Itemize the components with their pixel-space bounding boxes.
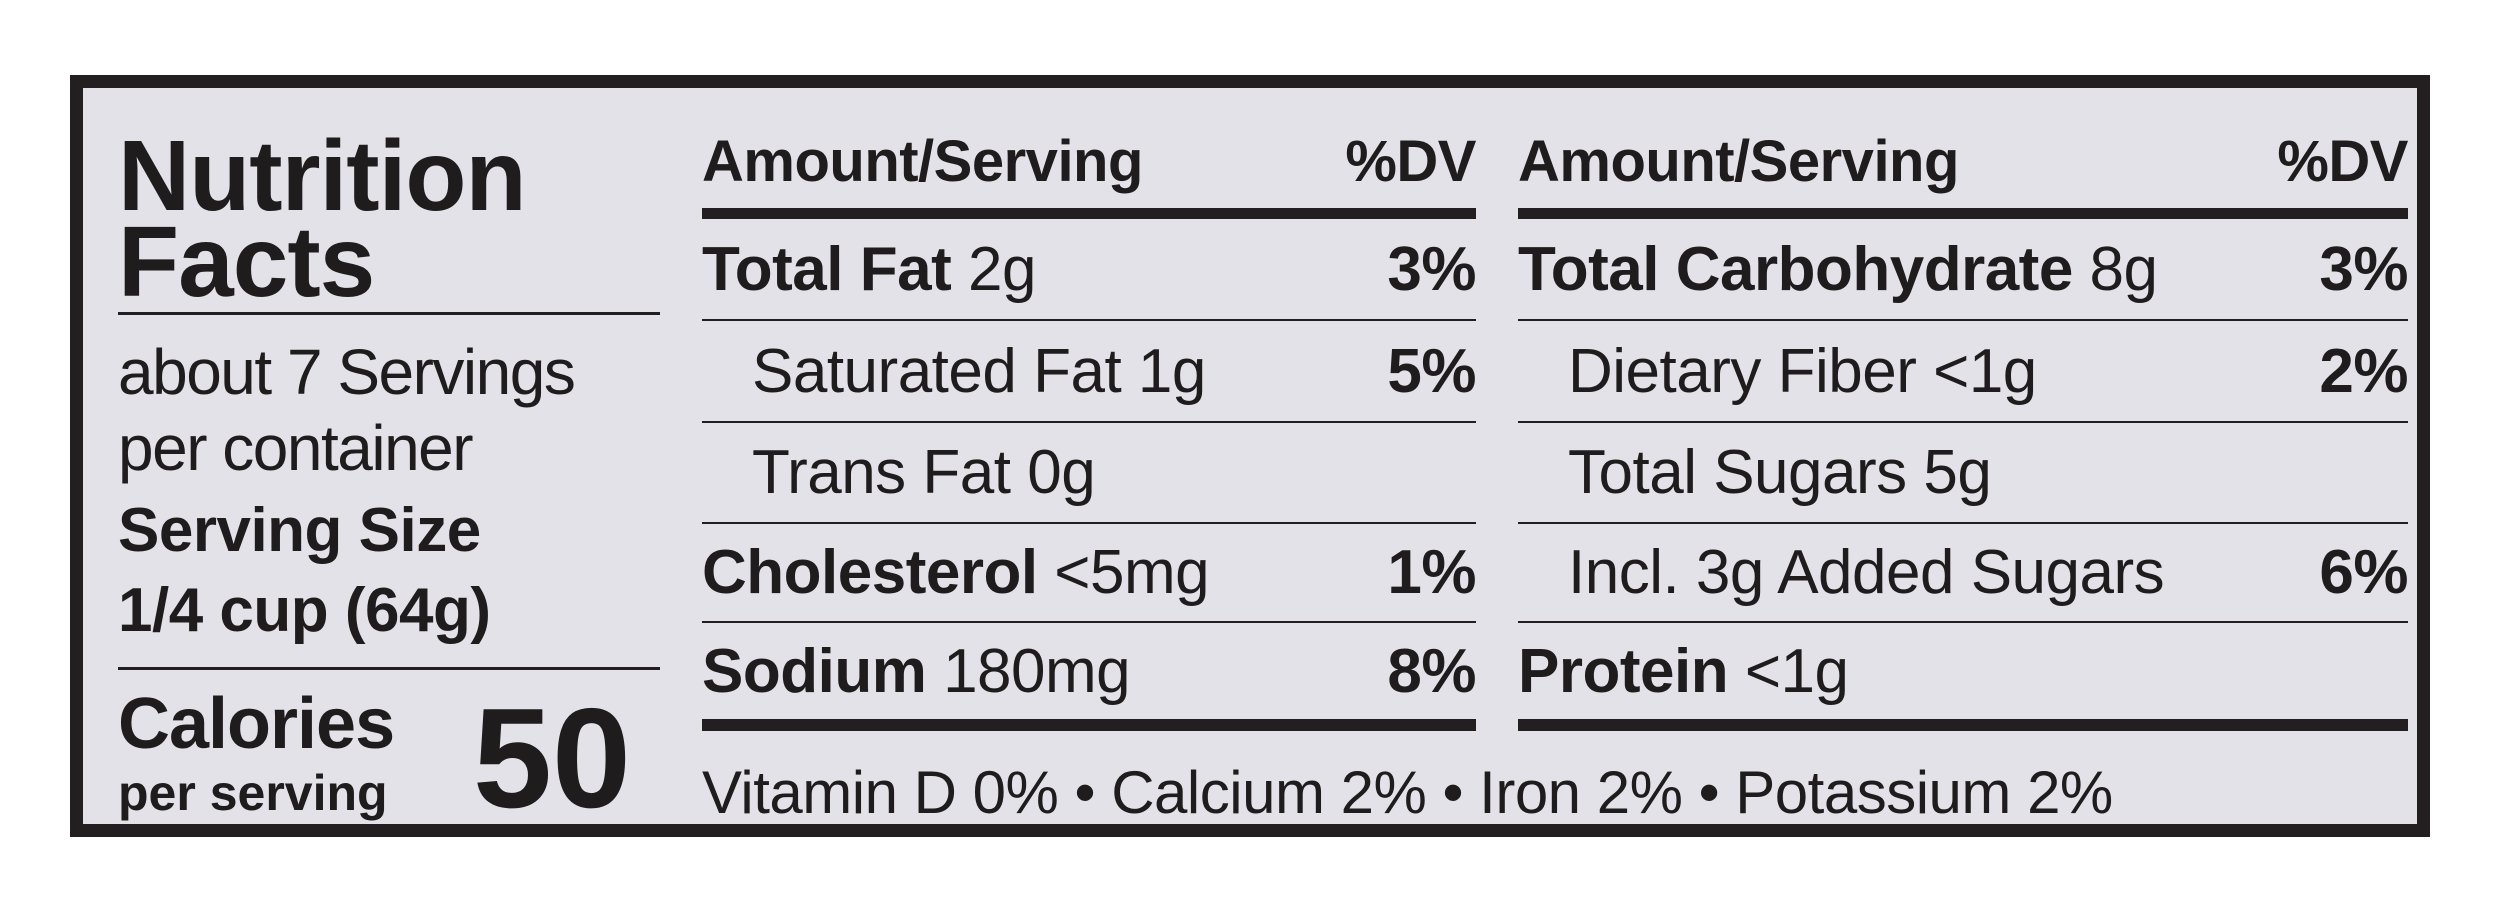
- nutrient-name: Incl. 3g Added Sugars: [1568, 538, 2165, 607]
- divider: [118, 667, 660, 670]
- vitamins-minerals: Vitamin D 0% • Calcium 2% • Iron 2% • Po…: [702, 759, 2113, 826]
- nutrient-label: Sodium 180mg: [702, 636, 1131, 707]
- nutrient-amount: <1g: [1933, 336, 2037, 406]
- nutrient-name: Total Sugars: [1568, 438, 1907, 507]
- nutrient-row: Total Fat 2g 3%: [702, 220, 1476, 319]
- row-divider: [702, 621, 1476, 623]
- header-dv: %DV: [1345, 128, 1476, 194]
- thick-divider: [702, 719, 1476, 731]
- nutrient-row: Trans Fat 0g: [702, 423, 1476, 522]
- nutrient-amount: 8g: [2089, 235, 2158, 304]
- calories-per-serving: per serving: [118, 765, 388, 821]
- row-divider: [1518, 621, 2408, 623]
- nutrient-dv: 3%: [1387, 235, 1476, 304]
- nutrient-name: Sodium: [702, 636, 927, 706]
- nutrient-label: Cholesterol <5mg: [702, 537, 1210, 608]
- nutrient-label: Total Fat 2g: [702, 234, 1036, 305]
- nutrient-amount: 2g: [967, 235, 1036, 304]
- row-divider: [1518, 522, 2408, 524]
- nutrient-name: Saturated Fat: [752, 336, 1122, 406]
- nutrient-label: Total Carbohydrate 8g: [1518, 234, 2158, 305]
- nutrient-name: Total Fat: [702, 235, 952, 304]
- nutrient-dv: 1%: [1387, 538, 1476, 607]
- nutrient-name: Cholesterol: [702, 538, 1038, 607]
- nutrient-dv: 6%: [2319, 538, 2408, 607]
- header-amount: Amount/Serving: [702, 128, 1143, 194]
- row-divider: [702, 319, 1476, 321]
- nutrient-label: Saturated Fat 1g: [702, 336, 1206, 407]
- thick-divider: [1518, 208, 2408, 219]
- serving-size-label: Serving Size: [118, 496, 481, 565]
- nutrient-dv: 2%: [2319, 336, 2408, 406]
- nutrient-column-1: Amount/Serving %DV Total Fat 2g 3% Saturate…: [702, 88, 1476, 824]
- nutrition-facts-label: Nutrition Facts about 7 Servings per con…: [70, 75, 2430, 837]
- nutrient-row: Dietary Fiber <1g 2%: [1518, 321, 2408, 421]
- nutrient-dv: 8%: [1387, 636, 1476, 706]
- header-dv: %DV: [2277, 128, 2408, 194]
- nutrient-row: Total Carbohydrate 8g 3%: [1518, 220, 2408, 319]
- nutrient-label: Incl. 3g Added Sugars: [1518, 537, 2165, 608]
- servings-per-container-2: per container: [118, 412, 474, 484]
- nutrient-label: Dietary Fiber <1g: [1518, 336, 2037, 407]
- calories-label: Calories: [118, 684, 395, 764]
- nutrient-amount: 5g: [1923, 438, 1992, 507]
- nutrient-row: Sodium 180mg 8%: [702, 623, 1476, 719]
- servings-per-container: about 7 Servings: [118, 336, 576, 408]
- header-amount: Amount/Serving: [1518, 128, 1959, 194]
- nutrient-amount: 0g: [1027, 438, 1096, 507]
- divider: [118, 312, 660, 315]
- title-nutrition: Nutrition: [118, 120, 527, 232]
- row-divider: [1518, 319, 2408, 321]
- nutrient-dv: 5%: [1387, 336, 1476, 406]
- row-divider: [702, 522, 1476, 524]
- nutrient-row: Incl. 3g Added Sugars 6%: [1518, 524, 2408, 621]
- thick-divider: [702, 208, 1476, 219]
- nutrient-row: Total Sugars 5g: [1518, 423, 2408, 522]
- thick-divider: [1518, 719, 2408, 731]
- nutrient-label: Total Sugars 5g: [1518, 437, 1992, 508]
- nutrient-row: Protein <1g: [1518, 623, 2408, 719]
- nutrient-name: Total Carbohydrate: [1518, 235, 2073, 304]
- nutrient-amount: <5mg: [1054, 538, 1210, 607]
- nutrient-name: Protein: [1518, 636, 1729, 706]
- row-divider: [702, 421, 1476, 423]
- nutrient-dv: 3%: [2319, 235, 2408, 304]
- nutrient-name: Dietary Fiber: [1568, 336, 1917, 406]
- nutrient-amount: 1g: [1137, 336, 1206, 406]
- nutrient-label: Trans Fat 0g: [702, 437, 1096, 508]
- nutrient-amount: <1g: [1744, 636, 1849, 706]
- nutrient-amount: 180mg: [943, 636, 1131, 706]
- title-facts: Facts: [118, 206, 375, 318]
- row-divider: [1518, 421, 2408, 423]
- serving-size-value: 1/4 cup (64g): [118, 576, 491, 645]
- nutrient-name: Trans Fat: [752, 438, 1011, 507]
- nutrient-row: Saturated Fat 1g 5%: [702, 321, 1476, 421]
- nutrient-label: Protein <1g: [1518, 636, 1849, 707]
- nutrient-column-2: Amount/Serving %DV Total Carbohydrate 8g 3…: [1518, 88, 2408, 824]
- calories-value: 50: [473, 679, 631, 838]
- nutrient-row: Cholesterol <5mg 1%: [702, 524, 1476, 621]
